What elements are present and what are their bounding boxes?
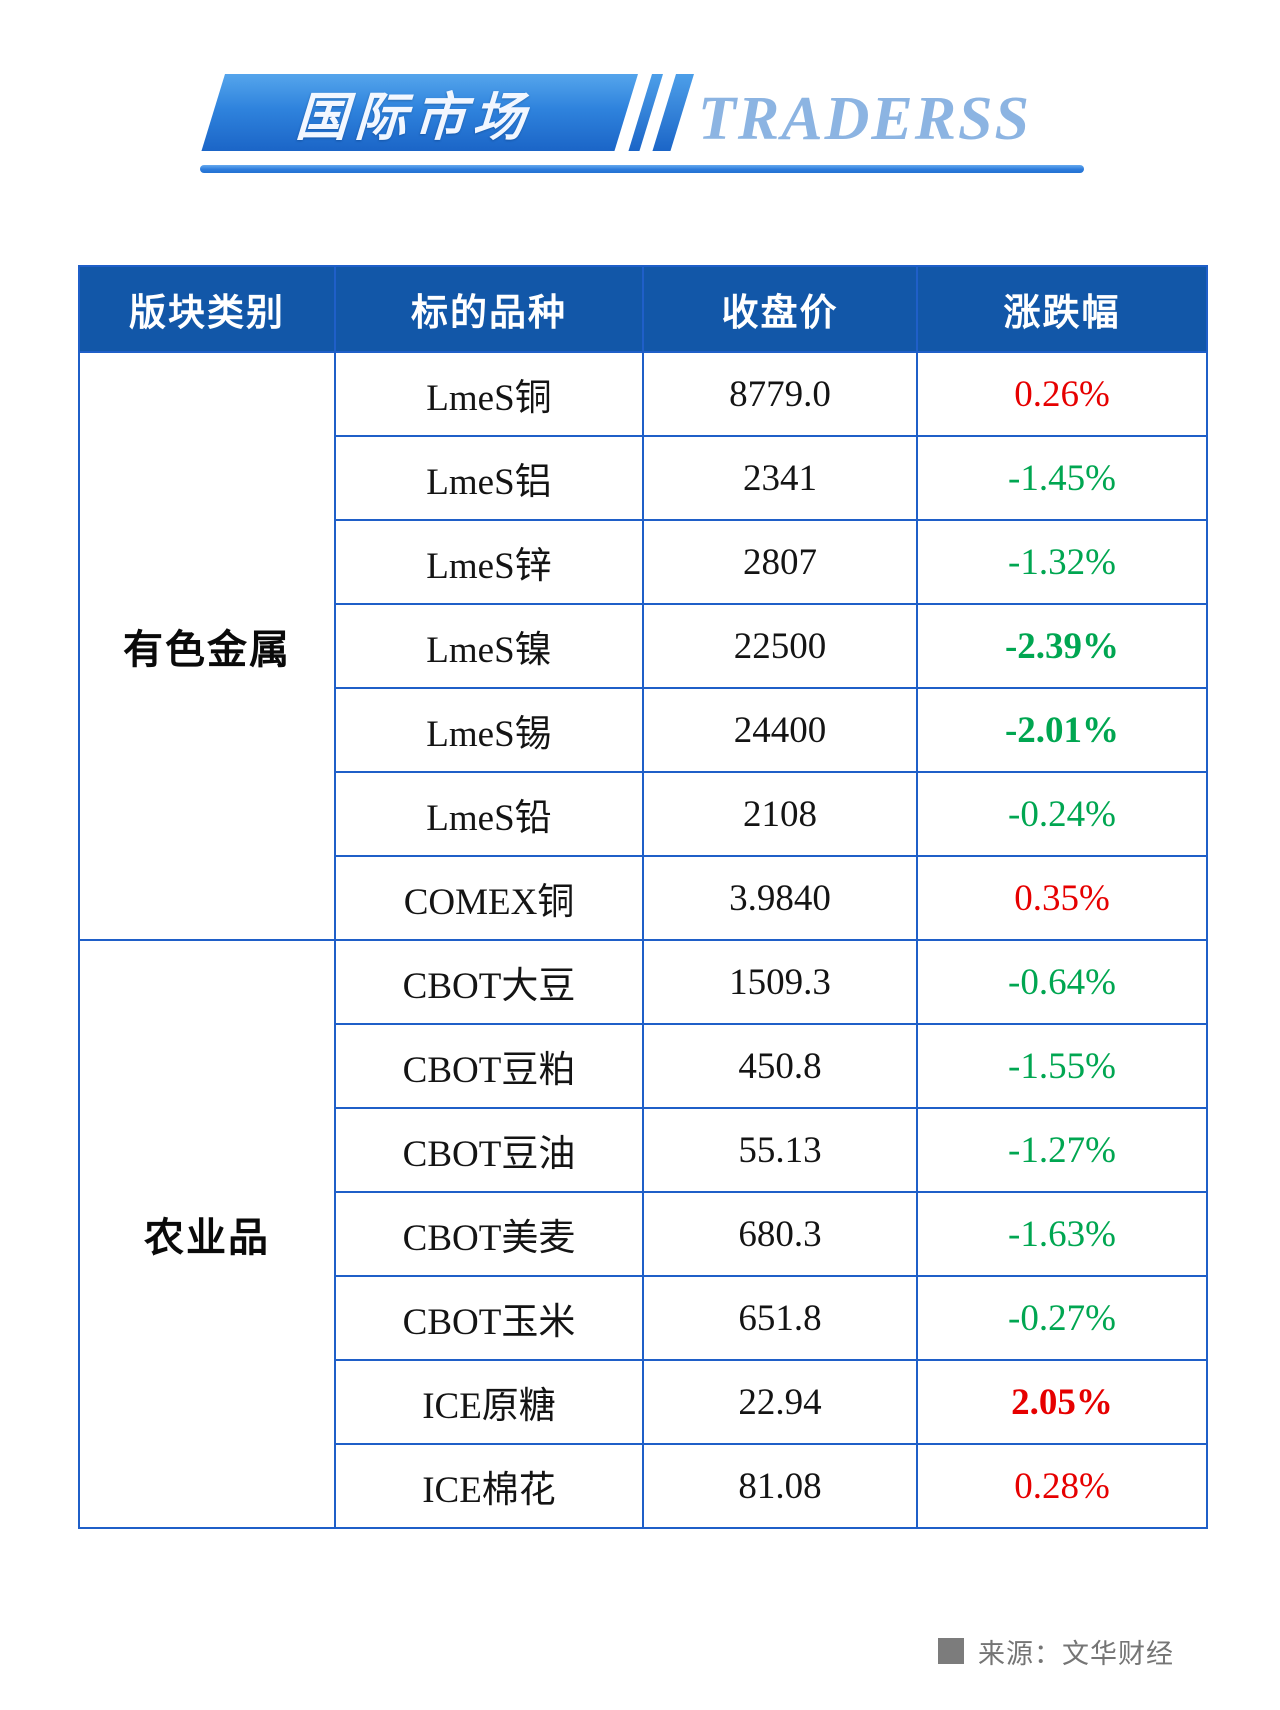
table-row: LmeS锌 2807 -1.32% xyxy=(79,519,1208,605)
instrument-name: CBOT玉米 xyxy=(334,1275,644,1361)
close-price: 22.94 xyxy=(642,1359,918,1445)
table-header-row: 版块类别 标的品种 收盘价 涨跌幅 xyxy=(78,265,1208,353)
table-row: CBOT美麦 680.3 -1.63% xyxy=(79,1191,1208,1277)
table-row: CBOT豆粕 450.8 -1.55% xyxy=(79,1023,1208,1109)
table-row: LmeS镍 22500 -2.39% xyxy=(79,603,1208,689)
col-header-change: 涨跌幅 xyxy=(916,265,1208,353)
change-percent: 0.35% xyxy=(916,855,1208,941)
close-price: 3.9840 xyxy=(642,855,918,941)
instrument-name: CBOT豆粕 xyxy=(334,1023,644,1109)
market-badge: 国际市场 xyxy=(201,74,638,151)
instrument-name: ICE原糖 xyxy=(334,1359,644,1445)
close-price: 2807 xyxy=(642,519,918,605)
change-percent: -2.01% xyxy=(916,687,1208,773)
instrument-name: LmeS镍 xyxy=(334,603,644,689)
brand-title: TRADERSS xyxy=(698,85,1032,153)
instrument-name: LmeS锡 xyxy=(334,687,644,773)
table-row: LmeS铅 2108 -0.24% xyxy=(79,771,1208,857)
change-percent: -2.39% xyxy=(916,603,1208,689)
change-percent: 0.26% xyxy=(916,351,1208,437)
source-label: 来源：文华财经 xyxy=(978,1638,1174,1669)
close-price: 55.13 xyxy=(642,1107,918,1193)
instrument-name: CBOT大豆 xyxy=(334,939,644,1025)
close-price: 651.8 xyxy=(642,1275,918,1361)
table-row: ICE原糖 22.94 2.05% xyxy=(79,1359,1208,1445)
table-row: LmeS铝 2341 -1.45% xyxy=(79,435,1208,521)
header-underline xyxy=(200,165,1084,173)
instrument-name: CBOT美麦 xyxy=(334,1191,644,1277)
change-percent: -0.24% xyxy=(916,771,1208,857)
instrument-name: LmeS铝 xyxy=(334,435,644,521)
close-price: 680.3 xyxy=(642,1191,918,1277)
category-cell: 农业品 xyxy=(78,939,336,1529)
change-percent: -0.27% xyxy=(916,1275,1208,1361)
table-row: 有色金属 LmeS铜 8779.0 0.26% xyxy=(78,351,1208,941)
instrument-name: COMEX铜 xyxy=(334,855,644,941)
close-price: 22500 xyxy=(642,603,918,689)
close-price: 8779.0 xyxy=(642,351,918,437)
change-percent: 0.28% xyxy=(916,1443,1208,1529)
col-header-category: 版块类别 xyxy=(78,265,336,353)
close-price: 2108 xyxy=(642,771,918,857)
close-price: 1509.3 xyxy=(642,939,918,1025)
change-percent: -1.32% xyxy=(916,519,1208,605)
badge-title: 国际市场 xyxy=(291,89,545,147)
category-cell: 有色金属 xyxy=(78,351,336,941)
close-price: 450.8 xyxy=(642,1023,918,1109)
close-price: 81.08 xyxy=(642,1443,918,1529)
col-header-instrument: 标的品种 xyxy=(334,265,644,353)
table-row: ICE棉花 81.08 0.28% xyxy=(79,1443,1208,1529)
change-percent: -0.64% xyxy=(916,939,1208,1025)
table-row: CBOT豆油 55.13 -1.27% xyxy=(79,1107,1208,1193)
table-row: 农业品 CBOT大豆 1509.3 -0.64% xyxy=(78,939,1208,1529)
change-percent: 2.05% xyxy=(916,1359,1208,1445)
close-price: 24400 xyxy=(642,687,918,773)
table-row: CBOT玉米 651.8 -0.27% xyxy=(79,1275,1208,1361)
instrument-name: LmeS铅 xyxy=(334,771,644,857)
col-header-close: 收盘价 xyxy=(642,265,918,353)
change-percent: -1.45% xyxy=(916,435,1208,521)
instrument-name: ICE棉花 xyxy=(334,1443,644,1529)
table-row: LmeS锡 24400 -2.01% xyxy=(79,687,1208,773)
change-percent: -1.63% xyxy=(916,1191,1208,1277)
change-percent: -1.55% xyxy=(916,1023,1208,1109)
close-price: 2341 xyxy=(642,435,918,521)
square-icon xyxy=(938,1638,964,1664)
table-row: COMEX铜 3.9840 0.35% xyxy=(79,855,1208,941)
change-percent: -1.27% xyxy=(916,1107,1208,1193)
instrument-name: LmeS锌 xyxy=(334,519,644,605)
instrument-name: CBOT豆油 xyxy=(334,1107,644,1193)
source-footer: 来源：文华财经 xyxy=(938,1634,1174,1669)
market-table: 版块类别 标的品种 收盘价 涨跌幅 有色金属 LmeS铜 8779.0 0.26%… xyxy=(78,265,1208,1529)
instrument-name: LmeS铜 xyxy=(334,351,644,437)
